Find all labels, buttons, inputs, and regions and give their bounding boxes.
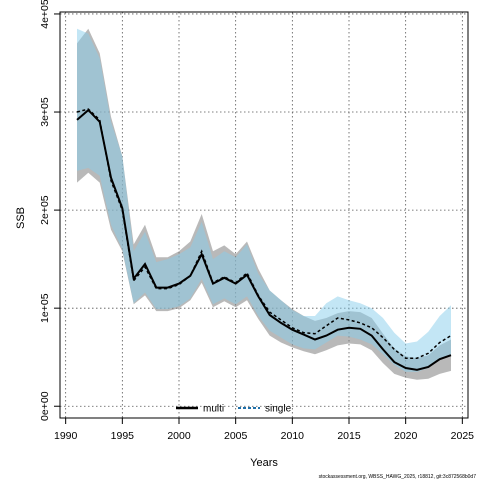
x-tick-label: 2025 — [451, 430, 475, 442]
y-axis-title: SSB — [15, 207, 27, 229]
y-tick-label: 4e+05 — [39, 0, 51, 29]
y-tick-label: 0e+00 — [39, 391, 51, 421]
line-multi — [76, 108, 452, 371]
legend-label-multi: multi — [203, 404, 224, 415]
y-axis: 0e+00 1e+05 2e+05 3e+05 4e+05 — [39, 0, 60, 421]
legend: multi single — [176, 404, 292, 415]
plot-area-frame — [59, 11, 469, 419]
x-tick-label: 2000 — [167, 430, 191, 442]
band-single — [77, 28, 451, 372]
line-single — [76, 108, 452, 359]
x-tick-label: 2005 — [224, 430, 248, 442]
legend-label-single: single — [265, 404, 292, 415]
x-tick-label: 2010 — [281, 430, 305, 442]
x-tick-label: 1990 — [54, 430, 78, 442]
confidence-bands — [77, 28, 451, 380]
x-tick-label: 2020 — [394, 430, 418, 442]
series-lines — [76, 108, 452, 371]
source-annotation: stockassessment.org, WBSS_HAWG_2025, r18… — [319, 474, 477, 480]
x-tick-label: 2015 — [337, 430, 361, 442]
y-tick-label: 1e+05 — [39, 293, 51, 323]
y-tick-label: 2e+05 — [39, 195, 51, 225]
band-multi — [77, 28, 451, 380]
x-axis-title: Years — [250, 457, 278, 469]
x-axis: 1990 1995 2000 2005 2010 2015 2020 2025 — [54, 418, 474, 442]
x-tick-label: 1995 — [111, 430, 135, 442]
y-tick-label: 3e+05 — [39, 97, 51, 127]
